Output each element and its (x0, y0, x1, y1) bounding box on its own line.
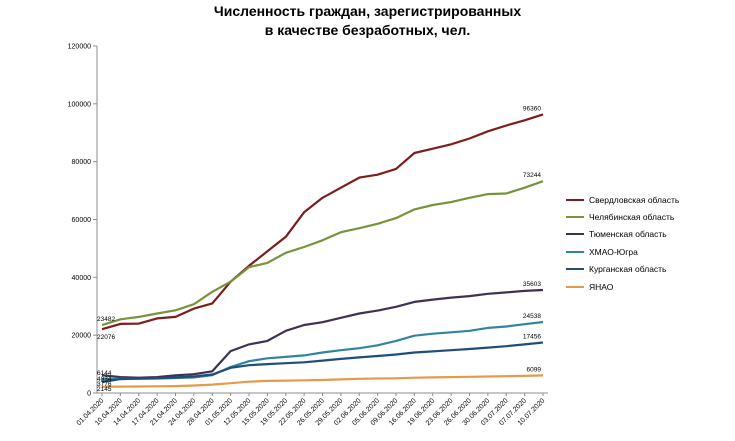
legend-swatch (566, 285, 584, 288)
chart-title-line-1: Численность граждан, зарегистрированных (213, 3, 522, 19)
end-data-label: 17456 (523, 334, 541, 341)
y-tick-label: 0 (87, 391, 91, 398)
legend-label: Курганская область (589, 264, 667, 275)
y-tick-label: 20000 (72, 333, 92, 340)
y-tick-label: 80000 (72, 159, 92, 166)
chart-title: Численность граждан, зарегистрированных … (0, 2, 735, 40)
legend-label: Свердловская область (589, 194, 680, 205)
legend-item: ЯНАО (566, 278, 679, 295)
end-data-label: 73244 (523, 172, 541, 179)
series-line-5 (101, 341, 544, 384)
start-data-label: 22076 (97, 334, 115, 341)
start-data-label: 23482 (97, 316, 115, 323)
series-line-3 (101, 288, 544, 379)
start-data-label: 3776 (97, 381, 112, 388)
legend-item: Курганская область (566, 261, 679, 278)
y-tick-label: 120000 (68, 44, 91, 51)
legend-item: Тюменская область (566, 226, 679, 243)
y-tick-label: 60000 (72, 217, 92, 224)
series-line-6 (101, 374, 544, 388)
legend-item: Челябинская область (566, 208, 679, 225)
legend-label: ХМАО-Югра (589, 246, 638, 257)
series-line-4 (101, 320, 544, 381)
legend-label: Тюменская область (589, 229, 667, 240)
end-data-label: 35603 (523, 281, 541, 288)
y-tick-label: 100000 (68, 101, 91, 108)
legend-swatch (566, 233, 584, 236)
start-data-label: 6144 (97, 370, 112, 377)
legend-swatch (566, 250, 584, 253)
chart-title-line-2: в качестве безработных, чел. (264, 22, 471, 38)
y-tick-label: 40000 (72, 275, 92, 282)
chart-legend: Свердловская область Челябинская область Т… (566, 191, 679, 295)
legend-swatch (566, 268, 584, 271)
start-data-label: 4834 (97, 376, 112, 383)
series-line-2 (101, 180, 544, 327)
legend-swatch (566, 216, 584, 219)
end-data-label: 96360 (523, 105, 541, 112)
legend-swatch (566, 198, 584, 201)
series-line-1 (101, 113, 544, 331)
legend-label: ЯНАО (589, 281, 614, 292)
start-data-label: 2145 (97, 386, 112, 393)
legend-item: ХМАО-Югра (566, 243, 679, 260)
legend-label: Челябинская область (589, 212, 675, 223)
end-data-label: 6099 (527, 366, 542, 373)
end-data-label: 24538 (523, 313, 541, 320)
legend-item: Свердловская область (566, 191, 679, 208)
